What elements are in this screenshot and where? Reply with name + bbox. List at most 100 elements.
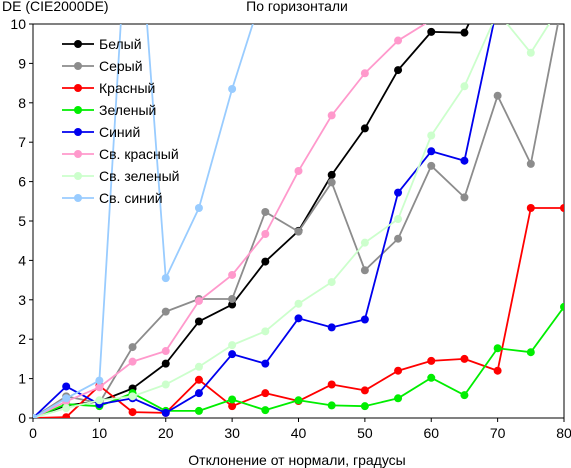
data-point [62, 394, 71, 403]
y-tick-label: 2 [18, 331, 26, 347]
data-point [161, 408, 170, 417]
data-point [228, 295, 237, 304]
data-point [327, 178, 336, 187]
data-point [128, 408, 137, 417]
data-point [427, 147, 436, 156]
y-tick-label: 9 [18, 55, 26, 71]
x-tick-label: 0 [29, 425, 37, 441]
data-point [360, 266, 369, 275]
data-point [427, 373, 436, 382]
data-point [194, 362, 203, 371]
series-line [33, 24, 427, 418]
legend-item: Св. красный [62, 146, 179, 162]
data-point [228, 341, 237, 350]
data-point [460, 82, 469, 91]
data-point [128, 343, 137, 352]
data-point [228, 85, 237, 94]
legend-marker [74, 40, 82, 48]
legend-marker [74, 194, 82, 202]
y-tick-label: 10 [10, 16, 26, 32]
data-point [161, 359, 170, 368]
y-tick-label: 5 [18, 213, 26, 229]
legend-item: Белый [62, 36, 142, 52]
data-point [493, 91, 502, 100]
y-axis-label: DE (CIE2000DE) [2, 0, 109, 14]
data-point [560, 203, 564, 212]
data-point [62, 404, 71, 413]
data-point [228, 402, 237, 411]
x-tick-label: 60 [423, 425, 439, 441]
data-point [427, 27, 436, 36]
data-point [526, 48, 535, 57]
legend-item: Св. зеленый [62, 168, 179, 184]
data-point [494, 8, 502, 16]
data-point [427, 356, 436, 365]
legend-label: Серый [99, 58, 143, 74]
series-line [33, 207, 564, 418]
legend-label: Св. синий [99, 190, 163, 206]
data-point [327, 380, 336, 389]
data-point [261, 327, 270, 336]
x-axis-label: Отклонение от нормали, градусы [188, 452, 405, 468]
data-point [394, 66, 403, 75]
data-point [493, 366, 502, 375]
y-tick-label: 0 [18, 410, 26, 426]
chart-title: По горизонтали [246, 0, 348, 14]
data-point [394, 36, 403, 45]
data-point [294, 396, 303, 405]
data-point [62, 413, 71, 418]
data-point [327, 111, 336, 120]
legend-label: Св. зеленый [99, 168, 179, 184]
data-point [95, 383, 104, 392]
data-point [394, 366, 403, 375]
data-point [493, 344, 502, 353]
data-point [128, 392, 137, 401]
data-point [62, 382, 71, 391]
data-point [327, 323, 336, 332]
data-point [460, 193, 469, 202]
data-point [560, 302, 564, 311]
data-point [261, 230, 270, 239]
data-point [294, 314, 303, 323]
data-point [261, 406, 270, 415]
data-point [560, 0, 568, 4]
data-point [526, 203, 535, 212]
series-6 [33, 24, 432, 418]
series-7 [33, 0, 568, 418]
data-point [460, 391, 469, 400]
y-tick-label: 3 [18, 292, 26, 308]
data-point [128, 357, 137, 366]
data-point [161, 274, 170, 283]
data-point [327, 170, 336, 179]
legend-label: Красный [99, 80, 155, 96]
data-point [360, 69, 369, 78]
data-point [360, 124, 369, 133]
data-point [394, 394, 403, 403]
data-point [194, 296, 203, 305]
data-point [394, 234, 403, 243]
data-point [161, 307, 170, 316]
x-tick-label: 30 [224, 425, 240, 441]
data-point [360, 315, 369, 324]
data-point [194, 203, 203, 212]
data-point [460, 354, 469, 363]
y-tick-label: 7 [18, 134, 26, 150]
data-point [33, 414, 37, 418]
data-point [95, 376, 104, 385]
x-tick-label: 70 [490, 425, 506, 441]
series-line [33, 24, 254, 418]
y-tick-label: 4 [18, 252, 26, 268]
data-point [194, 375, 203, 384]
data-point [427, 161, 436, 170]
data-point [394, 215, 403, 224]
series-8 [33, 24, 254, 418]
data-point [360, 402, 369, 411]
legend-item: Синий [62, 124, 140, 140]
data-point [194, 317, 203, 326]
data-point [526, 348, 535, 357]
x-tick-label: 40 [291, 425, 307, 441]
data-point [294, 166, 303, 175]
y-tick-label: 6 [18, 174, 26, 190]
x-tick-label: 10 [92, 425, 108, 441]
